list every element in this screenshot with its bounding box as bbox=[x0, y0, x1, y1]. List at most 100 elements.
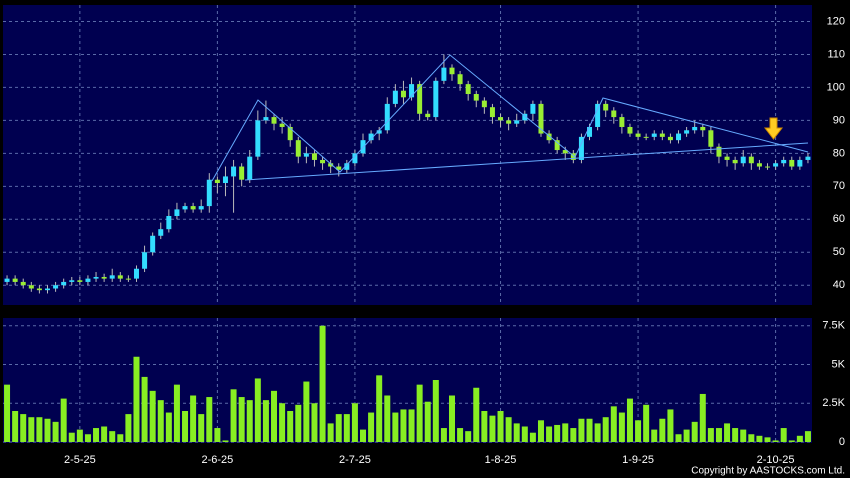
volume-bar bbox=[190, 395, 197, 442]
candle-body bbox=[53, 285, 59, 289]
volume-bar bbox=[327, 423, 334, 442]
candle-body bbox=[587, 126, 593, 137]
x-tick-label: 2-6-25 bbox=[201, 454, 233, 466]
candle-body bbox=[166, 215, 172, 230]
volume-bar bbox=[732, 428, 739, 442]
volume-bar bbox=[262, 400, 269, 442]
candle-body bbox=[101, 276, 107, 279]
candle-body bbox=[465, 84, 471, 95]
candle-body bbox=[133, 268, 139, 279]
volume-bar bbox=[214, 428, 221, 442]
volume-bar bbox=[643, 404, 650, 442]
volume-bar bbox=[788, 440, 795, 442]
volume-bar bbox=[764, 437, 771, 442]
volume-bar bbox=[230, 389, 237, 442]
volume-bar bbox=[618, 412, 625, 442]
volume-bar bbox=[521, 426, 528, 442]
candle-body bbox=[708, 130, 714, 147]
volume-bar bbox=[271, 390, 278, 442]
candle-body bbox=[109, 275, 115, 279]
volume-bar bbox=[546, 426, 553, 442]
volume-bar bbox=[651, 429, 658, 442]
volume-bar bbox=[586, 418, 593, 442]
volume-bar bbox=[537, 420, 544, 442]
volume-bar bbox=[465, 431, 472, 442]
neckline bbox=[244, 142, 809, 181]
candle-body bbox=[530, 103, 536, 114]
candle-body bbox=[667, 136, 673, 141]
candle-body bbox=[150, 235, 156, 253]
volume-bar bbox=[440, 428, 447, 442]
candle-body bbox=[279, 123, 285, 127]
volume-tick-label: 5K bbox=[832, 358, 846, 370]
candle-body bbox=[4, 278, 10, 282]
candle-body bbox=[368, 133, 374, 141]
volume-bar bbox=[578, 418, 585, 442]
candle-body bbox=[724, 156, 730, 160]
volume-bar bbox=[740, 429, 747, 442]
volume-bar bbox=[513, 423, 520, 442]
volume-bar bbox=[117, 434, 124, 442]
volume-bar bbox=[368, 412, 375, 442]
candle-body bbox=[578, 136, 584, 160]
candle-body bbox=[214, 179, 220, 184]
candle-body bbox=[20, 281, 26, 286]
volume-bar bbox=[667, 409, 674, 442]
volume-bar bbox=[804, 431, 811, 442]
volume-bar bbox=[594, 423, 601, 442]
volume-bar bbox=[756, 435, 763, 442]
candle-body bbox=[158, 229, 164, 236]
volume-bar bbox=[12, 411, 19, 442]
candle-body bbox=[619, 117, 625, 127]
candle-body bbox=[28, 285, 34, 289]
volume-bar bbox=[125, 414, 132, 442]
candle-body bbox=[481, 100, 487, 108]
candle-body bbox=[514, 120, 520, 124]
volume-bar bbox=[360, 429, 367, 442]
candle-body bbox=[748, 156, 754, 164]
candle-body bbox=[44, 288, 50, 291]
candle-body bbox=[651, 133, 657, 137]
volume-bar bbox=[602, 417, 609, 442]
volume-bar bbox=[724, 423, 731, 442]
candle-body bbox=[206, 179, 212, 207]
volume-bar bbox=[141, 376, 148, 442]
volume-bar bbox=[109, 431, 116, 442]
volume-bar bbox=[424, 401, 431, 442]
candle-body bbox=[805, 156, 811, 160]
volume-bar bbox=[748, 434, 755, 442]
volume-bar bbox=[416, 384, 423, 442]
volume-bar bbox=[52, 421, 59, 442]
volume-bar bbox=[392, 412, 399, 442]
volume-bar bbox=[206, 397, 213, 442]
plot: 40 50 60 70 80 90 100 110 120 0 2.5K 5K 7.5K 2-5-25 2-… bbox=[3, 5, 846, 466]
volume-bar bbox=[448, 395, 455, 442]
volume-bar bbox=[489, 415, 496, 442]
volume-tick-label: 0 bbox=[839, 436, 845, 448]
volume-bar bbox=[408, 409, 415, 442]
candle-body bbox=[77, 280, 83, 282]
volume-bar bbox=[311, 403, 318, 442]
volume-bar bbox=[626, 398, 633, 442]
y-tick-label: 50 bbox=[833, 246, 845, 258]
candle-body bbox=[489, 107, 495, 118]
candle-body bbox=[174, 209, 180, 216]
volume-bar bbox=[376, 375, 383, 442]
candle-body bbox=[570, 153, 576, 160]
candle-body bbox=[433, 80, 439, 118]
volume-tick-label: 2.5K bbox=[822, 397, 845, 409]
volume-bar bbox=[165, 412, 172, 442]
volume-bar bbox=[432, 380, 439, 442]
candle-body bbox=[247, 156, 253, 180]
volume-bar bbox=[238, 397, 245, 442]
volume-bar bbox=[473, 387, 480, 442]
candle-body bbox=[61, 281, 67, 286]
candle-body bbox=[295, 140, 301, 157]
volume-bar bbox=[635, 420, 642, 442]
candle-body bbox=[376, 130, 382, 134]
volume-bar bbox=[295, 404, 302, 442]
volume-bar bbox=[400, 409, 407, 442]
candle-body bbox=[797, 159, 803, 167]
volume-bar bbox=[28, 417, 35, 442]
volume-bar bbox=[157, 400, 164, 442]
